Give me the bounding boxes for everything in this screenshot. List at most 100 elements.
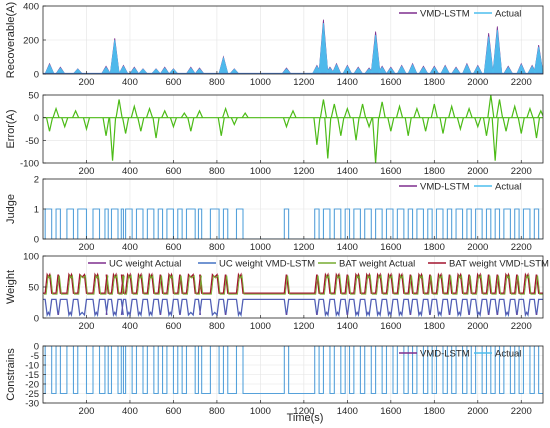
panel-5-legend-label: Actual: [495, 349, 521, 360]
panel-5-xtick-label: 1400: [337, 406, 358, 417]
panel-1-peak: [370, 34, 381, 74]
panel-3-xtick-label: 2000: [467, 242, 488, 253]
panel-3-judge-line-vmd: [43, 208, 543, 239]
panel-1-peak: [407, 63, 418, 74]
panel-2-error-spike: [502, 117, 510, 132]
panel-2-plot-area: [43, 95, 543, 163]
panel-4-ytick-label: 0: [34, 314, 39, 325]
panel-3-xtick-label: 200: [79, 242, 95, 253]
panel-5-xtick-label: 600: [166, 406, 182, 417]
panel-1-peak: [185, 67, 196, 74]
panel-2-error-spike: [313, 117, 321, 145]
panel-1-peak: [150, 68, 162, 74]
panel-4-xtick-label: 1800: [424, 321, 445, 332]
panel-1-peak: [483, 36, 494, 74]
panel-2-error-spike: [532, 117, 541, 139]
panel-4-xtick-label: 800: [209, 321, 225, 332]
panel-1-peak: [229, 68, 240, 74]
panel-3-xtick-label: 400: [122, 242, 138, 253]
panel-5-ytick-label: -15: [25, 370, 39, 381]
panel-2-error-spike: [413, 106, 421, 118]
panel-3-y-axis-label: Judge: [5, 194, 17, 224]
panel-4-ytick-label: 100: [23, 252, 39, 263]
panel-1-xtick-label: 1800: [424, 77, 445, 88]
panel-5-xtick-label: 400: [122, 406, 138, 417]
panel-2-xtick-label: 800: [209, 166, 225, 177]
panel-4-ytick-label: 50: [28, 283, 39, 294]
panel-4-y-axis-label: Weight: [5, 270, 17, 304]
panel-2-error-spike: [122, 117, 130, 134]
panel-2-error-spike: [465, 106, 473, 118]
panel-1-ytick-label: 400: [23, 2, 39, 13]
panel-2-error-spike: [241, 112, 249, 118]
panel-2-error-spike: [378, 101, 386, 118]
panel-2-xtick-label: 2000: [467, 166, 488, 177]
panel-1-peak: [492, 29, 503, 74]
panel-1-legend-label: VMD-LSTM: [420, 9, 470, 20]
panel-1-plot-area: [43, 19, 543, 74]
panel-4-uc-weight-actual-line: [43, 299, 543, 316]
panel-1-xtick-label: 1200: [293, 77, 314, 88]
panel-2-error-spike: [52, 106, 60, 118]
panel-5-constrains-line-vmd: [43, 346, 543, 394]
panel-1-legend-label: Actual: [495, 9, 521, 20]
panel-2-error-spike: [365, 117, 373, 129]
panel-4-xtick-label: 1600: [380, 321, 401, 332]
panel-1-xtick-label: 1400: [337, 77, 358, 88]
panel-1-peak: [331, 63, 342, 74]
panel-2-error-spike: [319, 99, 328, 118]
panel-2-error-spike: [358, 103, 367, 118]
panel-3-xtick-label: 2200: [511, 242, 532, 253]
panel-5-ytick-label: -25: [25, 389, 39, 400]
panel-5-xtick-label: 2000: [467, 406, 488, 417]
panel-2-error-spike: [352, 117, 360, 141]
panel-2-y-axis-label: Error(A): [5, 109, 17, 148]
panel-1-y-axis-label: Recoverable(A): [5, 2, 17, 78]
panel-3-xtick-label: 1600: [380, 242, 401, 253]
panel-2-error-spike: [180, 112, 188, 118]
panel-5-ytick-label: -5: [31, 351, 39, 362]
panel-4-legend-label: BAT weight VMD-LSTM: [449, 259, 549, 270]
panel-1-peak: [72, 68, 83, 74]
panel-4-legend-label: UC weight VMD-LSTM: [219, 259, 315, 270]
panel-2-error-spike: [282, 117, 291, 129]
panel-2-error-spike: [137, 117, 145, 132]
panel-2-error-spike: [187, 117, 195, 132]
panel-3-xtick-label: 1800: [424, 242, 445, 253]
panel-4-xtick-label: 1400: [337, 321, 358, 332]
panel-1-xtick-label: 1600: [380, 77, 401, 88]
panel-5-ytick-label: 0: [34, 342, 39, 353]
panel-2-error-spike: [230, 117, 238, 126]
panel-3-xtick-label: 1000: [250, 242, 271, 253]
panel-1-peak: [218, 56, 229, 74]
panel-3-xtick-label: 1200: [293, 242, 314, 253]
panel-2-error-spike: [115, 99, 123, 118]
panel-1-xtick-label: 200: [79, 77, 95, 88]
panel-2-xtick-label: 2200: [511, 166, 532, 177]
panel-2-error-spike: [430, 103, 438, 118]
panel-4-xtick-label: 600: [166, 321, 182, 332]
panel-2-xtick-label: 200: [79, 166, 95, 177]
panel-2-error-spike: [82, 117, 91, 132]
panel-2-xtick-label: 1400: [337, 166, 358, 177]
panel-5-ytick-label: -10: [25, 361, 39, 372]
panel-3-ytick-label: 0: [34, 235, 39, 246]
panel-2-xtick-label: 600: [166, 166, 182, 177]
panel-2-error-spike: [343, 106, 351, 118]
panel-2-error-spike: [491, 117, 499, 161]
panel-1-peak: [516, 63, 527, 74]
panel-2-error-spike: [289, 109, 297, 118]
panel-2-error-spike: [217, 117, 225, 136]
panel-1-peak: [324, 67, 335, 74]
panel-2-error-spike: [526, 106, 534, 118]
panel-1-peak: [159, 67, 170, 74]
panel-5-xtick-label: 200: [79, 406, 95, 417]
panel-2-error-spike: [161, 109, 169, 118]
panel-2-error-spike: [45, 117, 54, 132]
panel-4-xtick-label: 2000: [467, 321, 488, 332]
panel-1-ytick-label: 200: [23, 36, 39, 47]
panel-4-xtick-label: 200: [79, 321, 95, 332]
panel-2-error-spike: [387, 117, 395, 132]
panel-2-ytick-label: -50: [25, 136, 39, 147]
